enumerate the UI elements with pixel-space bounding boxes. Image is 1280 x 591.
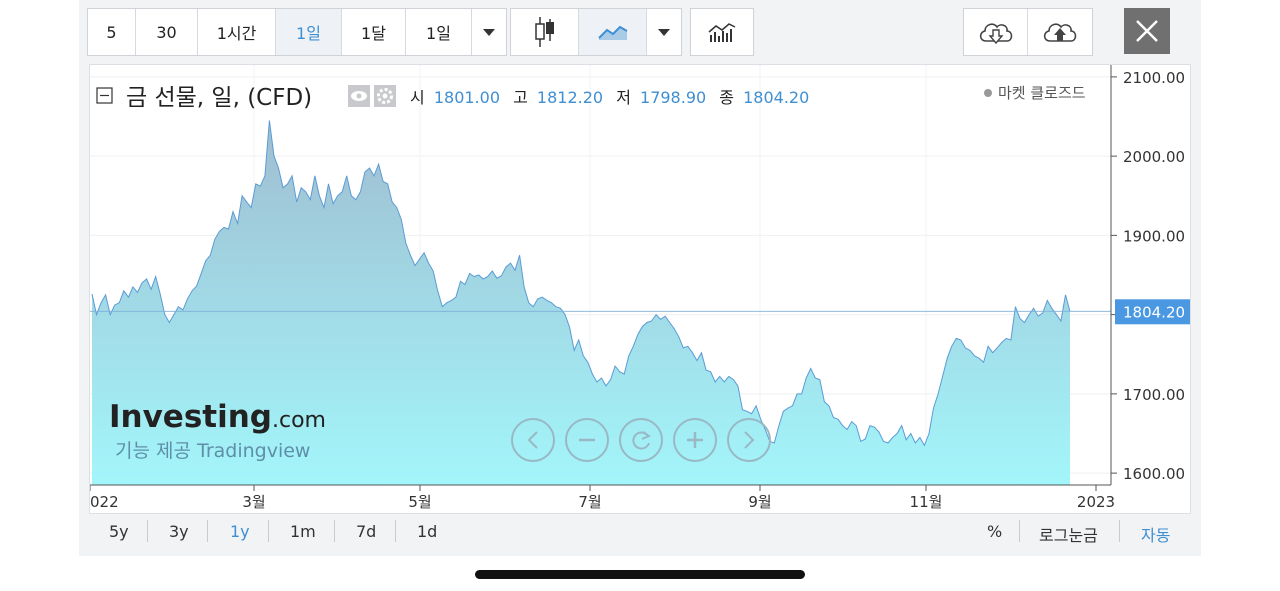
powered-by-text: 기능 제공 Tradingview: [115, 440, 310, 462]
divider: [268, 520, 269, 542]
divider: [334, 520, 335, 542]
percent-scale-toggle[interactable]: %: [987, 522, 1003, 541]
scroll-left-button[interactable]: [511, 418, 555, 462]
divider: [147, 520, 148, 542]
open-value: 1801.00: [434, 88, 500, 107]
last-price-tag: [1115, 299, 1192, 325]
cloud-upload-icon: [1043, 23, 1077, 42]
auto-scale-toggle[interactable]: 자동: [1141, 526, 1171, 545]
x-tick-label: 9월: [748, 493, 771, 511]
interval-5[interactable]: 5: [88, 9, 136, 55]
market-status: 마켓 클로즈드: [998, 84, 1086, 102]
chart-toolbar: 5 30 1시간 1일 1달 1일: [79, 0, 1201, 62]
open-label: 시: [410, 88, 425, 107]
indicators-icon: [708, 23, 736, 42]
low-value: 1798.90: [640, 88, 706, 107]
symbol-title: 금 선물, 일, (CFD): [126, 85, 312, 111]
zoom-out-button[interactable]: [565, 418, 609, 462]
y-tick-label: 1700.00: [1123, 386, 1185, 404]
range-1y[interactable]: 1y: [230, 522, 250, 541]
divider: [207, 520, 208, 542]
low-label: 저: [616, 88, 631, 107]
chevron-down-icon: [658, 28, 670, 36]
x-tick-label: 5월: [408, 493, 431, 511]
price-area: [92, 120, 1070, 485]
range-3y[interactable]: 3y: [169, 522, 189, 541]
high-label: 고: [513, 88, 528, 107]
close-button[interactable]: [1124, 8, 1170, 54]
x-tick-label: 11월: [910, 493, 943, 511]
area-chart-icon: [597, 25, 627, 40]
scroll-right-button[interactable]: [727, 418, 771, 462]
divider: [1019, 520, 1020, 542]
price-line: [91, 120, 1071, 447]
y-tick-label: 1900.00: [1123, 227, 1185, 245]
visibility-icon[interactable]: [348, 85, 370, 107]
x-tick-label: 3월: [242, 493, 265, 511]
range-1m[interactable]: 1m: [290, 522, 316, 541]
interval-1day-dropdown[interactable]: 1일: [406, 9, 472, 55]
chevron-down-icon: [483, 28, 495, 36]
candlestick-button[interactable]: [511, 9, 579, 55]
chart-area[interactable]: 1600.001700.001800.001900.002000.002100.…: [89, 64, 1192, 514]
interval-1hour[interactable]: 1시간: [198, 9, 276, 55]
market-status-dot-icon: [984, 89, 992, 97]
interval-30[interactable]: 30: [136, 9, 198, 55]
range-bar: 5y 3y 1y 1m 7d 1d % 로그눈금 자동: [89, 514, 1191, 550]
x-tick-label: 022: [90, 493, 119, 511]
indicators-button[interactable]: [691, 9, 753, 55]
area-chart-button[interactable]: [579, 9, 647, 55]
divider: [395, 520, 396, 542]
close-icon: [1136, 20, 1158, 42]
interval-more-button[interactable]: [472, 9, 506, 55]
interval-1day[interactable]: 1일: [276, 9, 342, 55]
reset-button[interactable]: [619, 418, 663, 462]
high-value: 1812.20: [537, 88, 603, 107]
chart-type-more-button[interactable]: [647, 9, 681, 55]
save-chart-button[interactable]: [1028, 9, 1092, 55]
interval-1month[interactable]: 1달: [342, 9, 406, 55]
chevron-right-icon: [744, 431, 755, 449]
y-tick-label: 2000.00: [1123, 148, 1185, 166]
y-tick-label: 1600.00: [1123, 465, 1185, 483]
close-label: 종: [719, 88, 734, 107]
svg-text:시 1801.00 고: 시 1801.00 고 1812.20 저 1798.90 종 1804.20: [410, 88, 809, 107]
home-indicator: [475, 570, 805, 579]
cloud-download-icon: [979, 23, 1012, 45]
range-7d[interactable]: 7d: [356, 522, 377, 541]
brand-logo: Investing.com: [109, 399, 326, 435]
cloud-group: [963, 8, 1093, 56]
y-tick-label: 2100.00: [1123, 69, 1185, 87]
plus-icon: [687, 432, 703, 448]
candlestick-icon: [534, 17, 554, 47]
price-chart: 1600.001700.001800.001900.002000.002100.…: [89, 65, 1192, 511]
range-5y[interactable]: 5y: [109, 522, 129, 541]
divider: [1119, 520, 1120, 542]
close-value: 1804.20: [743, 88, 809, 107]
settings-gear-icon[interactable]: [374, 85, 396, 107]
zoom-in-button[interactable]: [673, 418, 717, 462]
log-scale-toggle[interactable]: 로그눈금: [1039, 526, 1098, 545]
last-price-label: 1804.20: [1123, 303, 1185, 321]
load-chart-button[interactable]: [964, 9, 1028, 55]
range-1d[interactable]: 1d: [417, 522, 438, 541]
indicators-group: [690, 8, 754, 56]
chart-type-selector: [510, 8, 682, 56]
interval-selector: 5 30 1시간 1일 1달 1일: [87, 8, 507, 56]
chart-widget: 5 30 1시간 1일 1달 1일: [79, 0, 1201, 556]
x-tick-label: 2023: [1077, 493, 1115, 511]
x-tick-label: 7월: [578, 493, 601, 511]
chevron-left-icon: [527, 431, 538, 449]
legend-collapse-icon[interactable]: [96, 87, 113, 104]
